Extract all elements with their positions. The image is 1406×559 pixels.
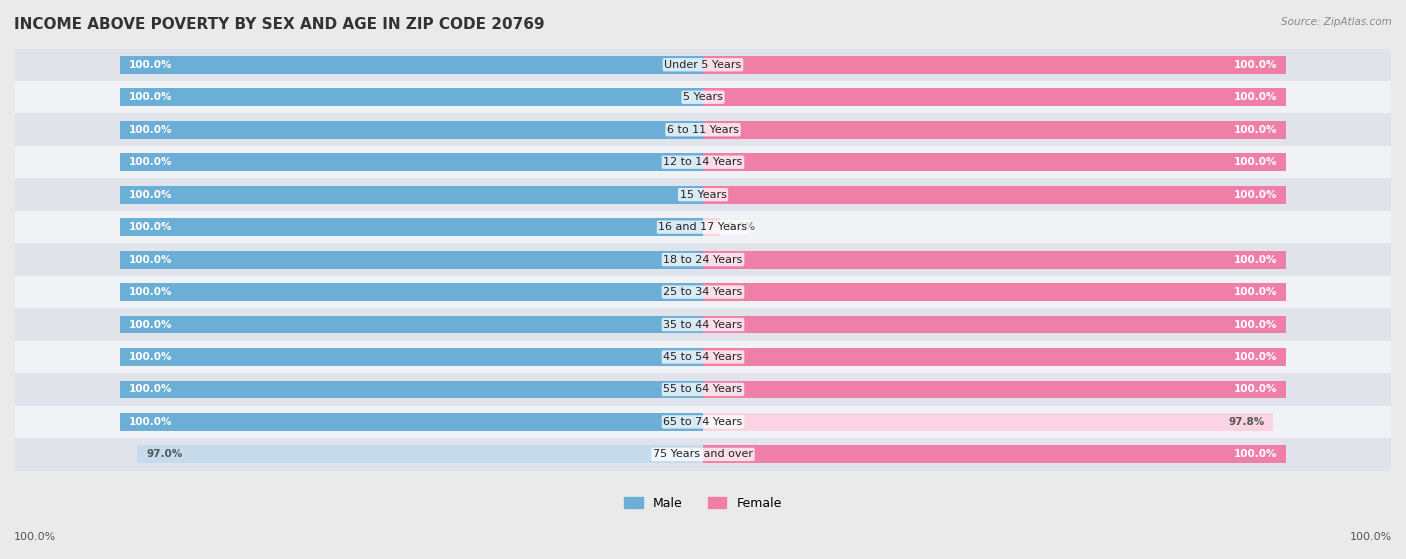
Bar [703, 250, 1286, 268]
Text: 45 to 54 Years: 45 to 54 Years [664, 352, 742, 362]
Bar [703, 56, 1286, 74]
Text: 100.0%: 100.0% [129, 125, 172, 135]
Text: 100.0%: 100.0% [129, 287, 172, 297]
Text: 12 to 14 Years: 12 to 14 Years [664, 157, 742, 167]
Text: 35 to 44 Years: 35 to 44 Years [664, 320, 742, 330]
Text: 100.0%: 100.0% [1234, 157, 1277, 167]
Bar [120, 153, 703, 171]
Bar [120, 186, 703, 203]
Bar [15, 438, 1391, 471]
Text: 100.0%: 100.0% [129, 157, 172, 167]
Text: 97.8%: 97.8% [1229, 417, 1264, 427]
Text: 5 Years: 5 Years [683, 92, 723, 102]
Text: 0.0%: 0.0% [727, 222, 755, 232]
Bar [703, 153, 1286, 171]
Text: 100.0%: 100.0% [129, 190, 172, 200]
Text: INCOME ABOVE POVERTY BY SEX AND AGE IN ZIP CODE 20769: INCOME ABOVE POVERTY BY SEX AND AGE IN Z… [14, 17, 544, 32]
Bar [15, 243, 1391, 276]
Text: 100.0%: 100.0% [1234, 320, 1277, 330]
Bar [15, 373, 1391, 406]
Bar [120, 348, 703, 366]
Bar [120, 283, 703, 301]
Bar [703, 381, 1286, 399]
Bar [120, 316, 703, 334]
Text: 100.0%: 100.0% [1234, 352, 1277, 362]
Text: 100.0%: 100.0% [1234, 254, 1277, 264]
Bar [703, 88, 1286, 106]
Bar [15, 309, 1391, 341]
Text: 6 to 11 Years: 6 to 11 Years [666, 125, 740, 135]
Bar [120, 413, 703, 431]
Text: 100.0%: 100.0% [1350, 532, 1392, 542]
Text: Under 5 Years: Under 5 Years [665, 60, 741, 70]
Text: 75 Years and over: 75 Years and over [652, 449, 754, 459]
Bar [703, 316, 1286, 334]
Text: 97.0%: 97.0% [146, 449, 183, 459]
Text: 100.0%: 100.0% [1234, 190, 1277, 200]
Bar [15, 406, 1391, 438]
Text: 100.0%: 100.0% [129, 60, 172, 70]
Bar [120, 88, 703, 106]
Text: 100.0%: 100.0% [129, 320, 172, 330]
Bar [703, 218, 720, 236]
Text: 25 to 34 Years: 25 to 34 Years [664, 287, 742, 297]
Bar [15, 81, 1391, 113]
Bar [703, 348, 1286, 366]
Text: 15 Years: 15 Years [679, 190, 727, 200]
Text: 100.0%: 100.0% [129, 92, 172, 102]
Text: 100.0%: 100.0% [129, 385, 172, 395]
Text: 100.0%: 100.0% [1234, 125, 1277, 135]
Bar [120, 121, 703, 139]
Bar [703, 186, 1286, 203]
Bar [15, 146, 1391, 178]
Bar [703, 413, 1274, 431]
Bar [703, 121, 1286, 139]
Bar [120, 56, 703, 74]
Text: 100.0%: 100.0% [129, 352, 172, 362]
Bar [138, 446, 703, 463]
Bar [15, 276, 1391, 309]
Text: 100.0%: 100.0% [1234, 287, 1277, 297]
Bar [120, 218, 703, 236]
Text: 100.0%: 100.0% [129, 417, 172, 427]
Bar [15, 211, 1391, 243]
Text: 18 to 24 Years: 18 to 24 Years [664, 254, 742, 264]
Text: 65 to 74 Years: 65 to 74 Years [664, 417, 742, 427]
Legend: Male, Female: Male, Female [619, 492, 787, 515]
Bar [15, 49, 1391, 81]
Text: 100.0%: 100.0% [129, 254, 172, 264]
Text: Source: ZipAtlas.com: Source: ZipAtlas.com [1281, 17, 1392, 27]
Bar [15, 178, 1391, 211]
Text: 100.0%: 100.0% [1234, 385, 1277, 395]
Text: 55 to 64 Years: 55 to 64 Years [664, 385, 742, 395]
Text: 100.0%: 100.0% [129, 222, 172, 232]
Bar [703, 283, 1286, 301]
Bar [15, 341, 1391, 373]
Text: 100.0%: 100.0% [14, 532, 56, 542]
Bar [120, 381, 703, 399]
Text: 100.0%: 100.0% [1234, 449, 1277, 459]
Text: 100.0%: 100.0% [1234, 60, 1277, 70]
Bar [703, 446, 1286, 463]
Bar [15, 113, 1391, 146]
Text: 16 and 17 Years: 16 and 17 Years [658, 222, 748, 232]
Bar [120, 250, 703, 268]
Text: 100.0%: 100.0% [1234, 92, 1277, 102]
